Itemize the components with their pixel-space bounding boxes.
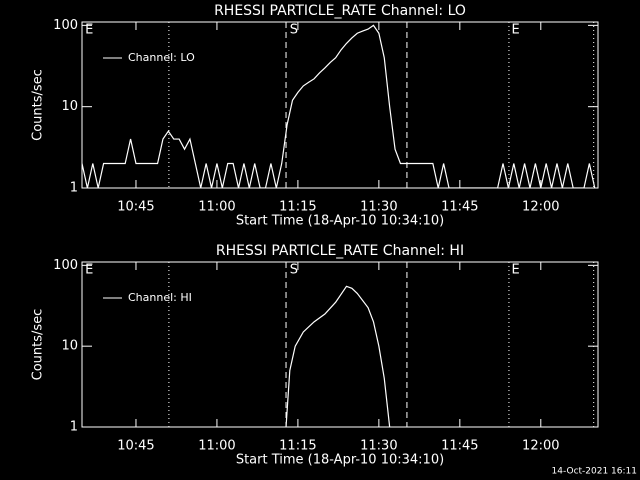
x-tick-label: 11:15 xyxy=(279,200,316,215)
marker-label: E xyxy=(85,263,93,278)
legend-label: Channel: HI xyxy=(128,291,192,304)
data-line xyxy=(285,285,391,427)
chart-title: RHESSI PARTICLE_RATE Channel: LO xyxy=(214,3,466,19)
footer: 14-Oct-2021 16:11 xyxy=(552,467,637,477)
legend-label: Channel: LO xyxy=(128,51,195,64)
plot-frame xyxy=(81,261,599,428)
x-tick-label: 11:00 xyxy=(198,200,235,215)
x-tick-label: 10:45 xyxy=(117,439,154,454)
x-axis-label: Start Time (18-Apr-10 10:34:10) xyxy=(236,214,444,229)
marker-label: S xyxy=(290,23,298,38)
x-tick-label: 11:30 xyxy=(360,200,397,215)
chart: RHESSI PARTICLE_RATE Channel: HI Counts/s… xyxy=(31,243,599,468)
x-tick-label: 11:45 xyxy=(441,200,478,215)
y-axis-label: Counts/sec xyxy=(31,69,46,141)
x-tick-label: 11:00 xyxy=(198,439,235,454)
marker-label: E xyxy=(512,263,520,278)
x-tick-label: 11:15 xyxy=(279,439,316,454)
x-tick-label: 10:45 xyxy=(117,200,154,215)
marker-label: S xyxy=(290,263,298,278)
chart-title: RHESSI PARTICLE_RATE Channel: HI xyxy=(216,243,464,259)
x-tick-label: 11:30 xyxy=(360,439,397,454)
y-tick-label: 10 xyxy=(61,339,78,354)
data-line xyxy=(82,24,596,188)
y-tick-label: 10 xyxy=(61,99,78,114)
chart: RHESSI PARTICLE_RATE Channel: LO Counts/s… xyxy=(31,3,599,229)
marker-label: E xyxy=(85,23,93,38)
x-axis-label: Start Time (18-Apr-10 10:34:10) xyxy=(236,453,444,468)
y-tick-label: 100 xyxy=(53,18,78,33)
x-tick-label: 12:00 xyxy=(522,439,559,454)
x-tick-label: 11:45 xyxy=(441,439,478,454)
y-axis-label: Counts/sec xyxy=(31,309,46,381)
y-tick-label: 1 xyxy=(70,420,78,435)
plot-frame xyxy=(81,21,599,189)
y-tick-label: 100 xyxy=(53,258,78,273)
marker-label: E xyxy=(512,23,520,38)
x-tick-label: 12:00 xyxy=(522,200,559,215)
y-tick-label: 1 xyxy=(70,181,78,196)
